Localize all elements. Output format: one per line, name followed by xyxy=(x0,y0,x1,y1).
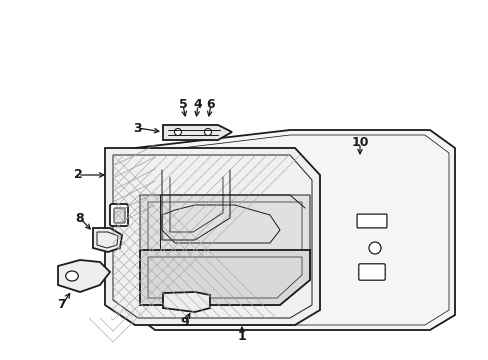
Text: 6: 6 xyxy=(206,99,215,112)
Polygon shape xyxy=(163,292,209,312)
Text: 1: 1 xyxy=(237,329,246,342)
Text: 7: 7 xyxy=(58,298,66,311)
FancyBboxPatch shape xyxy=(110,204,128,226)
FancyBboxPatch shape xyxy=(358,264,385,280)
Ellipse shape xyxy=(174,129,181,135)
Ellipse shape xyxy=(204,129,211,135)
Polygon shape xyxy=(140,195,309,305)
Polygon shape xyxy=(58,260,110,292)
Polygon shape xyxy=(140,250,309,305)
Polygon shape xyxy=(135,130,454,330)
FancyBboxPatch shape xyxy=(356,214,386,228)
Ellipse shape xyxy=(65,271,78,281)
FancyBboxPatch shape xyxy=(114,208,125,223)
Text: 8: 8 xyxy=(76,211,84,225)
Text: 2: 2 xyxy=(74,168,82,181)
Text: 5: 5 xyxy=(178,99,187,112)
Text: 10: 10 xyxy=(350,136,368,149)
Text: 4: 4 xyxy=(193,99,202,112)
Polygon shape xyxy=(163,125,231,140)
Polygon shape xyxy=(93,228,122,252)
Text: 9: 9 xyxy=(181,315,189,328)
Polygon shape xyxy=(105,148,319,325)
Text: 3: 3 xyxy=(133,122,142,135)
Circle shape xyxy=(368,242,380,254)
